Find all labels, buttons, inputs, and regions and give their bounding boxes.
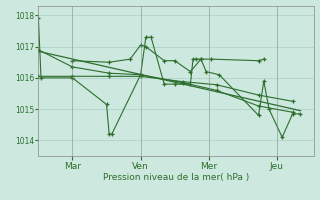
X-axis label: Pression niveau de la mer( hPa ): Pression niveau de la mer( hPa ) [103, 173, 249, 182]
